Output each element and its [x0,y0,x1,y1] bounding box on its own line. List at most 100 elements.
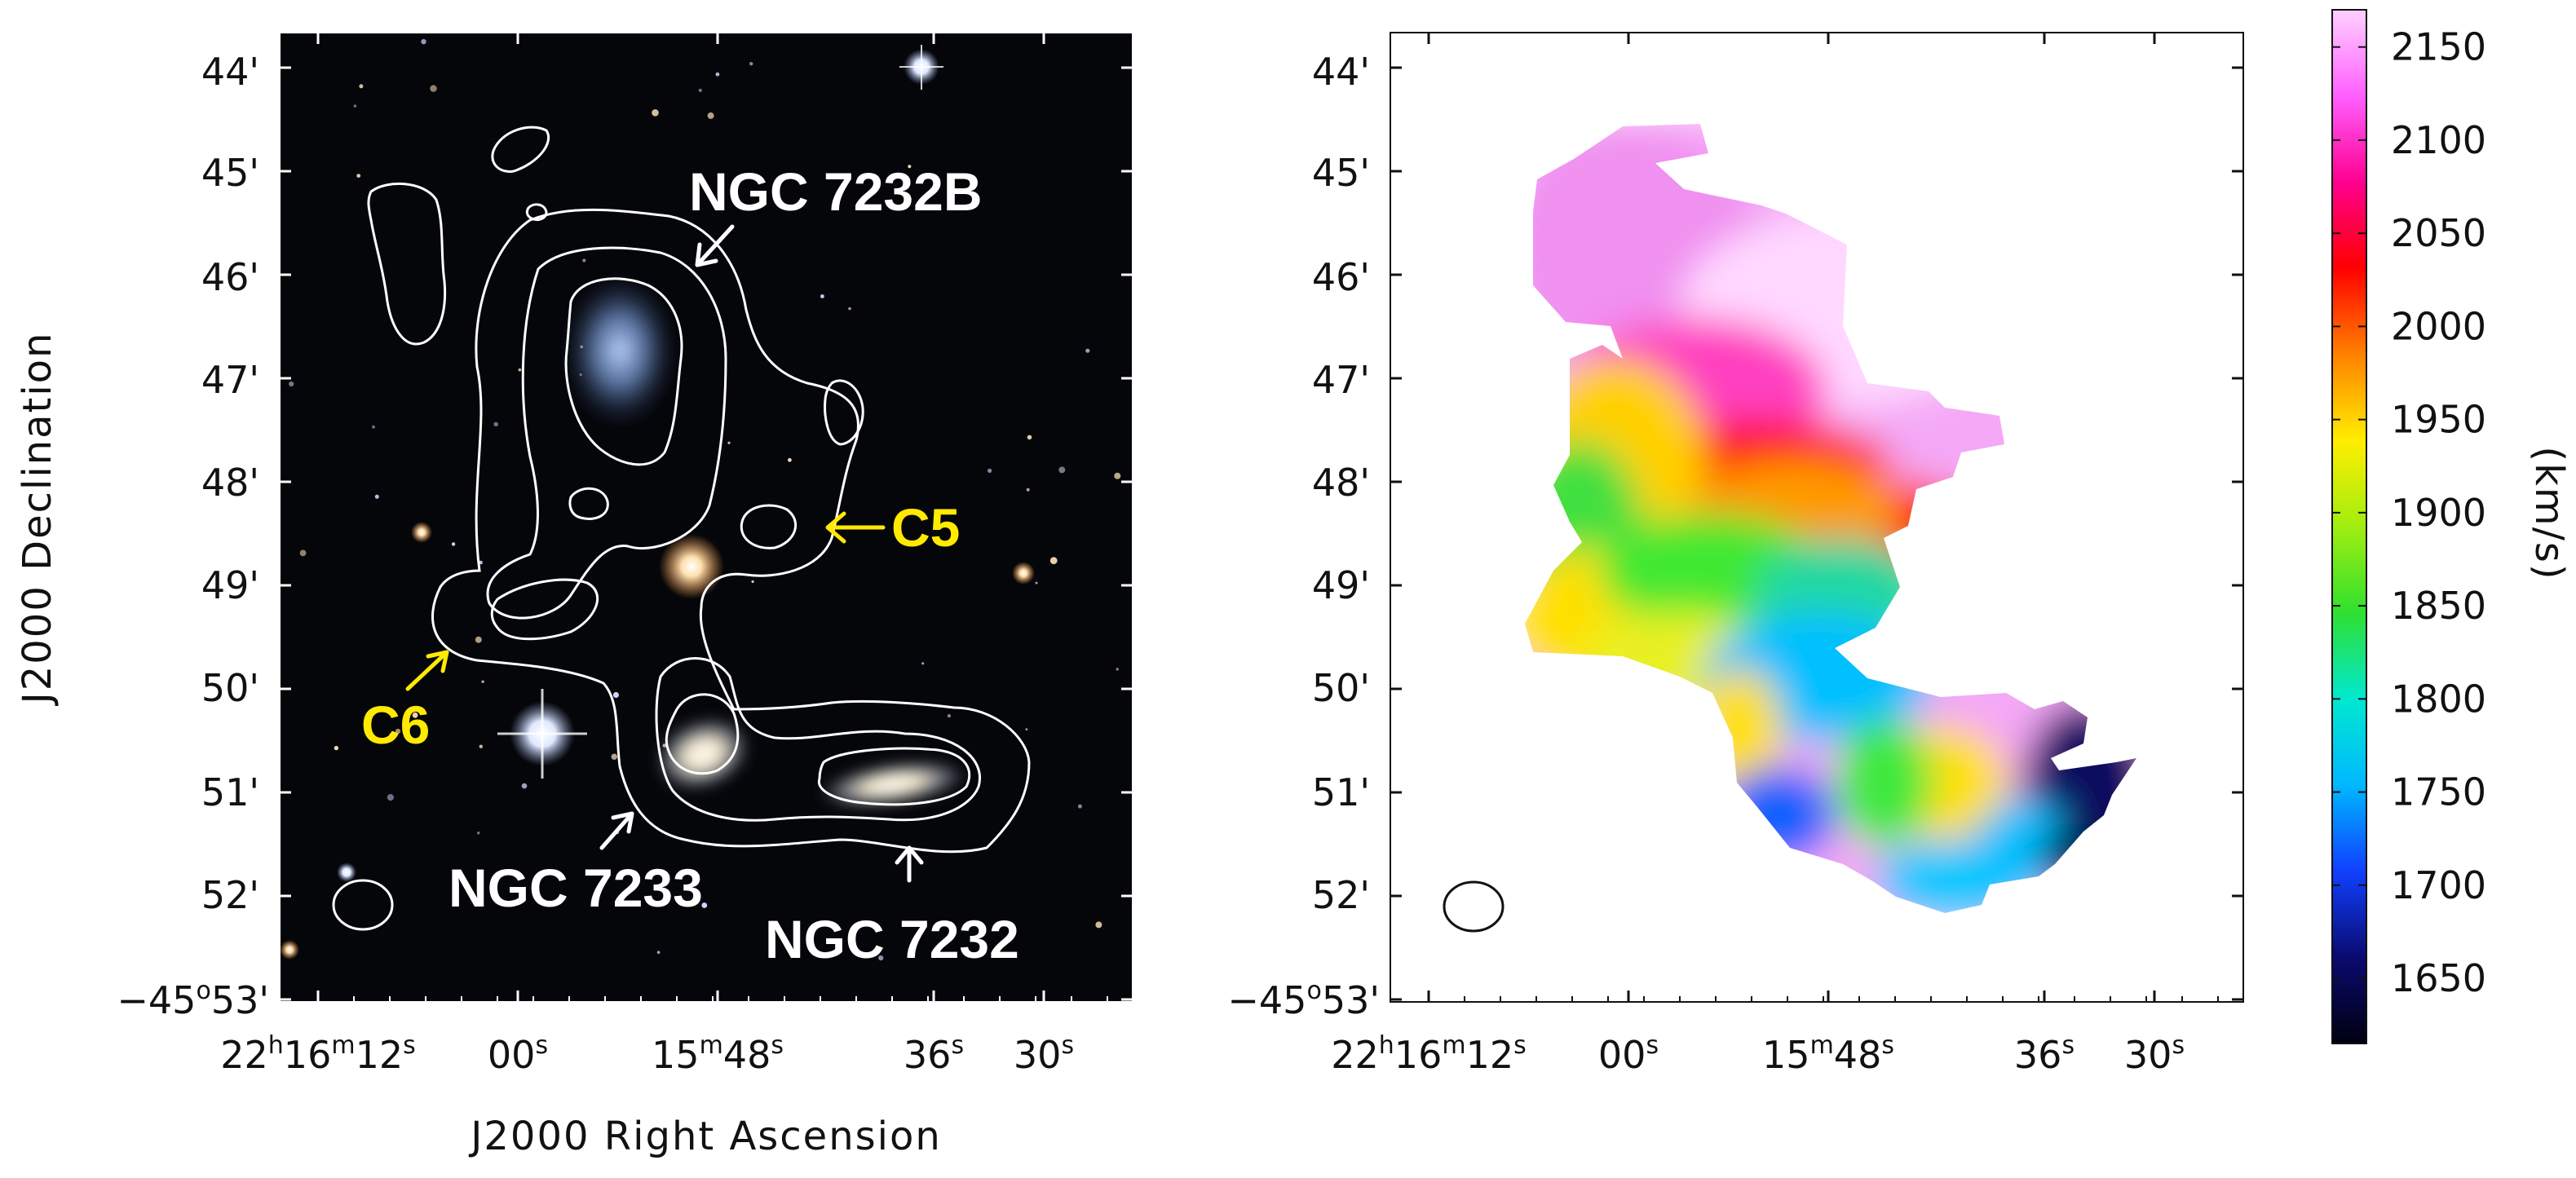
faint-star [820,294,824,298]
faint-star [1085,348,1090,353]
faint-star [421,38,426,45]
hi-contours [367,126,1031,854]
dec-tick-label: 45' [201,151,259,195]
optical-image-background [280,33,1133,1002]
faint-star [908,165,912,169]
faint-star [395,728,401,735]
faint-star [1049,557,1058,565]
star [337,863,356,882]
y-axis-label: J2000 Declination [15,332,60,707]
ra-tick-label: 15m48s [652,1031,784,1077]
contour-small [525,203,548,222]
faint-star [412,712,418,718]
faint-star [749,62,753,66]
faint-star [1095,921,1102,929]
arrow-ngc-7233 [599,811,634,850]
label-c6: C6 [361,695,430,755]
left-ra-tick-labels: 22h16m12s 00s 15m48s 36s 30s [220,1031,1074,1077]
label-c5: C5 [891,497,960,558]
dec-tick-label: 44' [201,50,259,94]
dec-tick-label: 50' [1312,666,1370,710]
arrow-ngc-7232 [895,845,924,883]
faint-star [1027,435,1032,440]
dec-tick-label: 52' [1312,873,1370,917]
ra-tick-label: 22h16m12s [220,1031,416,1077]
faint-star [493,421,498,427]
dec-tick-label: 47' [1312,358,1370,402]
faint-star [451,542,456,546]
dec-tick-label-first: −45o53' [117,977,269,1022]
colorbar-tick-label: 1750 [2391,770,2486,814]
arrow-c5 [825,511,886,544]
label-ngc-7232b: NGC 7232B [689,161,983,222]
colorbar-tick-label: 1900 [2391,491,2486,535]
dec-tick-label: 47' [201,358,259,402]
faint-star [389,732,395,739]
faint-star [372,425,375,429]
dec-tick-label: 48' [1312,461,1370,505]
contour-north [491,126,550,173]
colorbar-tick-label: 2100 [2391,118,2486,162]
contour-nw [367,182,447,346]
contour-inner [564,277,971,806]
faint-star [1025,728,1028,730]
contour-east-arm [824,379,864,446]
colorbar-tick-label: 1850 [2391,584,2486,628]
faint-star [387,794,394,801]
faint-star [611,753,617,760]
faint-star [334,745,339,751]
faint-star [878,955,884,961]
faint-star [521,783,528,789]
galaxy-ngc-7232 [815,759,970,810]
colorbar-gradient [2331,9,2367,1044]
faint-star [788,457,792,462]
faint-star [947,714,951,718]
dec-tick-label: 46' [1312,255,1370,299]
beam-ellipse [1443,880,1505,933]
dec-tick-label: 51' [1312,770,1370,814]
galaxy-ngc-7232b [563,273,677,428]
galaxy-ngc-7233 [653,715,753,793]
faint-star [374,494,379,499]
faint-star [1114,472,1121,479]
faint-star [518,368,522,372]
faint-star [698,88,702,92]
contour-outer [431,208,1031,854]
label-ngc-7232: NGC 7232 [765,909,1019,969]
faint-star [430,85,437,92]
star [1012,562,1035,585]
ra-tick-label: 30s [2124,1031,2185,1077]
contour-c5 [740,504,798,549]
faint-star [1035,581,1038,585]
optical-image [280,38,1121,961]
right-panel: 44' 45' 46' 47' 48' 49' 50' 51' 52' −45o… [1227,32,2244,1077]
left-panel: NGC 7232B C5 C6 NGC 7233 NGC 7232 44' 45… [15,32,1133,1159]
faint-star [582,258,586,263]
faint-star [359,84,364,89]
ra-tick-label: 30s [1014,1031,1074,1077]
faint-star [652,109,659,117]
faint-star [701,902,708,908]
left-axis-ticks [280,33,1133,1002]
faint-star [356,174,361,179]
faint-star [1116,668,1119,671]
faint-star [477,832,480,835]
dec-tick-label: 49' [201,563,259,607]
arrow-c6 [405,650,449,691]
label-ngc-7233: NGC 7233 [448,858,703,918]
faint-star [715,72,720,77]
faint-star [656,951,661,954]
faint-star [921,662,925,665]
dec-tick-label: 44' [1312,50,1370,94]
colorbar-tick-label: 2050 [2391,211,2486,255]
contour-clump [568,487,609,520]
faint-star [479,744,483,748]
dec-tick-label: 50' [201,666,259,710]
colorbar-tick-label: 2000 [2391,304,2486,348]
dec-tick-label: 46' [201,255,259,299]
ra-tick-label: 00s [488,1031,548,1077]
ra-tick-label: 36s [2014,1031,2074,1077]
contour-mid [486,246,981,822]
colorbar: 2150 2100 2050 2000 1950 1900 1850 1800 1750 1700… [2331,9,2572,1044]
